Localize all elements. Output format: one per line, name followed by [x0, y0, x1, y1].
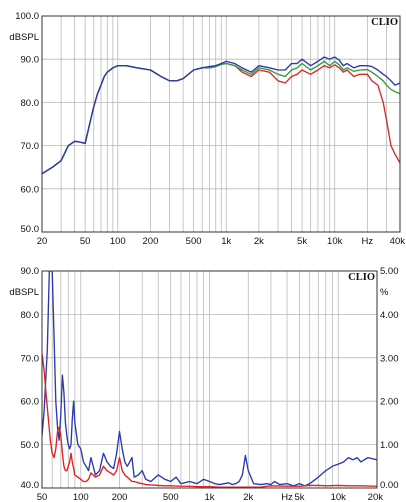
- x-tick-label: 10k: [327, 236, 343, 247]
- x-tick-label: 200: [143, 236, 159, 247]
- x-tick-label: 5k: [297, 236, 307, 247]
- brand-logo-text: CLIO: [371, 17, 398, 28]
- x-tick-label: 50: [37, 492, 48, 502]
- series-line-2: [42, 352, 377, 488]
- y-tick-label: 80.0: [21, 310, 40, 321]
- y-tick-label: 90.0: [21, 266, 40, 277]
- vertical-gridlines: [51, 271, 339, 488]
- x-tick-label: 500: [163, 492, 179, 502]
- x-tick-label: 500: [186, 236, 202, 247]
- x-tick-label: 100: [73, 492, 89, 502]
- y2-tick-label: 3.00: [380, 353, 399, 364]
- x-tick-label: 50: [80, 236, 91, 247]
- x-tick-label: 2k: [243, 492, 253, 502]
- vertical-gridlines: [60, 16, 387, 232]
- plot-frame: [41, 15, 401, 233]
- chart-1: 50.0 60.0 70.0 80.0 90.0 100.0 dBSPL 20 50 100 200…: [9, 11, 405, 247]
- y-axis-unit-label: dBSPL: [9, 287, 39, 298]
- series-group: [42, 56, 400, 175]
- y-tick-label: 50.0: [21, 440, 40, 451]
- x-tick-label: 1k: [221, 236, 231, 247]
- x-tick-label: 20: [37, 236, 48, 247]
- y-tick-label: 60.0: [21, 184, 40, 195]
- x-tick-label: Hz: [362, 236, 374, 247]
- brand-logo-text: CLIO: [348, 272, 375, 283]
- y2-tick-label: 0.00: [380, 480, 399, 491]
- y2-tick-label: 5.00: [380, 266, 399, 277]
- y-axis-unit-label: dBSPL: [9, 32, 39, 43]
- x-tick-label: 10k: [331, 492, 347, 502]
- x-tick-label: 2k: [254, 236, 264, 247]
- x-tick-label: 20k: [368, 492, 384, 502]
- y-tick-label: 100.0: [15, 11, 39, 22]
- chart-2: 40.0 50.0 60.0 70.0 80.0 90.0 dBSPL 0.00 1.00 2.0…: [9, 266, 398, 502]
- y-tick-label: 70.0: [21, 141, 40, 152]
- y-tick-label: 60.0: [21, 397, 40, 408]
- plot-frame: [41, 270, 378, 489]
- y2-tick-label: 2.00: [380, 397, 399, 408]
- x-tick-label: Hz: [281, 492, 293, 502]
- series-group: [42, 271, 377, 488]
- y-tick-label: 50.0: [21, 224, 40, 235]
- x-tick-label: 1k: [204, 492, 214, 502]
- y2-tick-label: 4.00: [380, 310, 399, 321]
- y2-axis-unit-label: %: [380, 287, 389, 298]
- x-tick-label: 100: [110, 236, 126, 247]
- x-tick-label: 40k: [390, 236, 406, 247]
- y-tick-label: 70.0: [21, 353, 40, 364]
- y2-tick-label: 1.00: [380, 440, 399, 451]
- y-tick-label: 90.0: [21, 55, 40, 66]
- x-tick-label: 200: [112, 492, 128, 502]
- series-line-3: [42, 56, 400, 175]
- x-tick-label: 5k: [294, 492, 304, 502]
- horizontal-gridlines: [42, 58, 400, 190]
- y-tick-label: 40.0: [21, 480, 40, 491]
- y-tick-label: 80.0: [21, 98, 40, 109]
- horizontal-gridlines: [42, 313, 377, 446]
